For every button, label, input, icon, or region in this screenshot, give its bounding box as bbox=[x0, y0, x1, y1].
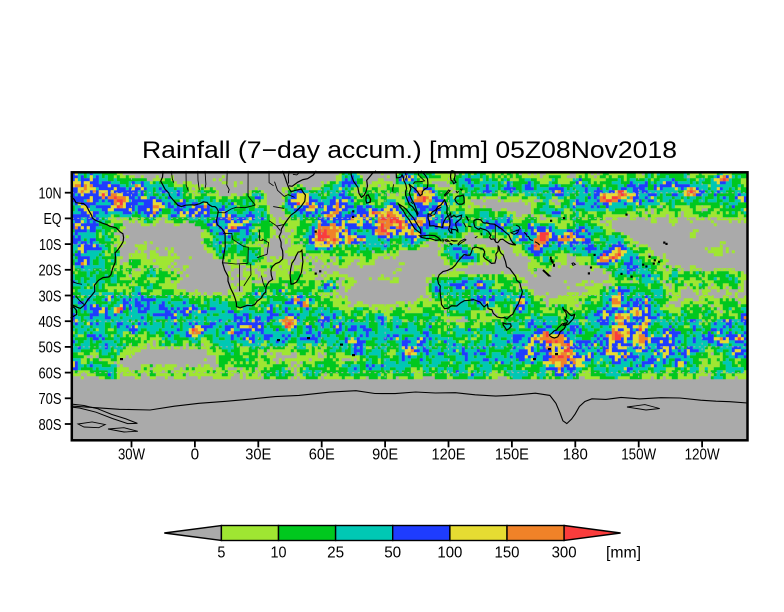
svg-text:10N: 10N bbox=[39, 186, 62, 203]
svg-text:10: 10 bbox=[271, 545, 287, 562]
svg-text:180: 180 bbox=[563, 447, 588, 464]
svg-text:120W: 120W bbox=[685, 447, 720, 464]
svg-text:120E: 120E bbox=[432, 447, 466, 464]
svg-text:60E: 60E bbox=[309, 447, 335, 464]
svg-text:30W: 30W bbox=[118, 447, 145, 464]
svg-text:90E: 90E bbox=[372, 447, 398, 464]
svg-text:70S: 70S bbox=[39, 391, 62, 408]
svg-text:150: 150 bbox=[495, 545, 520, 562]
svg-text:5: 5 bbox=[217, 545, 225, 562]
svg-text:25: 25 bbox=[327, 545, 344, 562]
svg-text:20S: 20S bbox=[39, 263, 62, 280]
svg-text:50S: 50S bbox=[39, 340, 62, 357]
svg-text:50: 50 bbox=[384, 545, 401, 562]
svg-text:60S: 60S bbox=[39, 365, 62, 382]
svg-text:0: 0 bbox=[191, 447, 200, 464]
svg-text:150W: 150W bbox=[621, 447, 656, 464]
svg-text:10S: 10S bbox=[39, 237, 62, 254]
svg-text:[mm]: [mm] bbox=[606, 545, 641, 562]
svg-text:300: 300 bbox=[552, 545, 577, 562]
svg-text:100: 100 bbox=[437, 545, 462, 562]
svg-text:40S: 40S bbox=[39, 314, 62, 331]
svg-text:150E: 150E bbox=[495, 447, 529, 464]
svg-text:30S: 30S bbox=[39, 288, 62, 305]
svg-text:EQ: EQ bbox=[44, 211, 62, 228]
svg-text:30E: 30E bbox=[245, 447, 271, 464]
svg-text:80S: 80S bbox=[39, 417, 62, 434]
svg-text:Rainfall (7−day accum.) [mm] 0: Rainfall (7−day accum.) [mm] 05Z08Nov201… bbox=[142, 137, 677, 164]
